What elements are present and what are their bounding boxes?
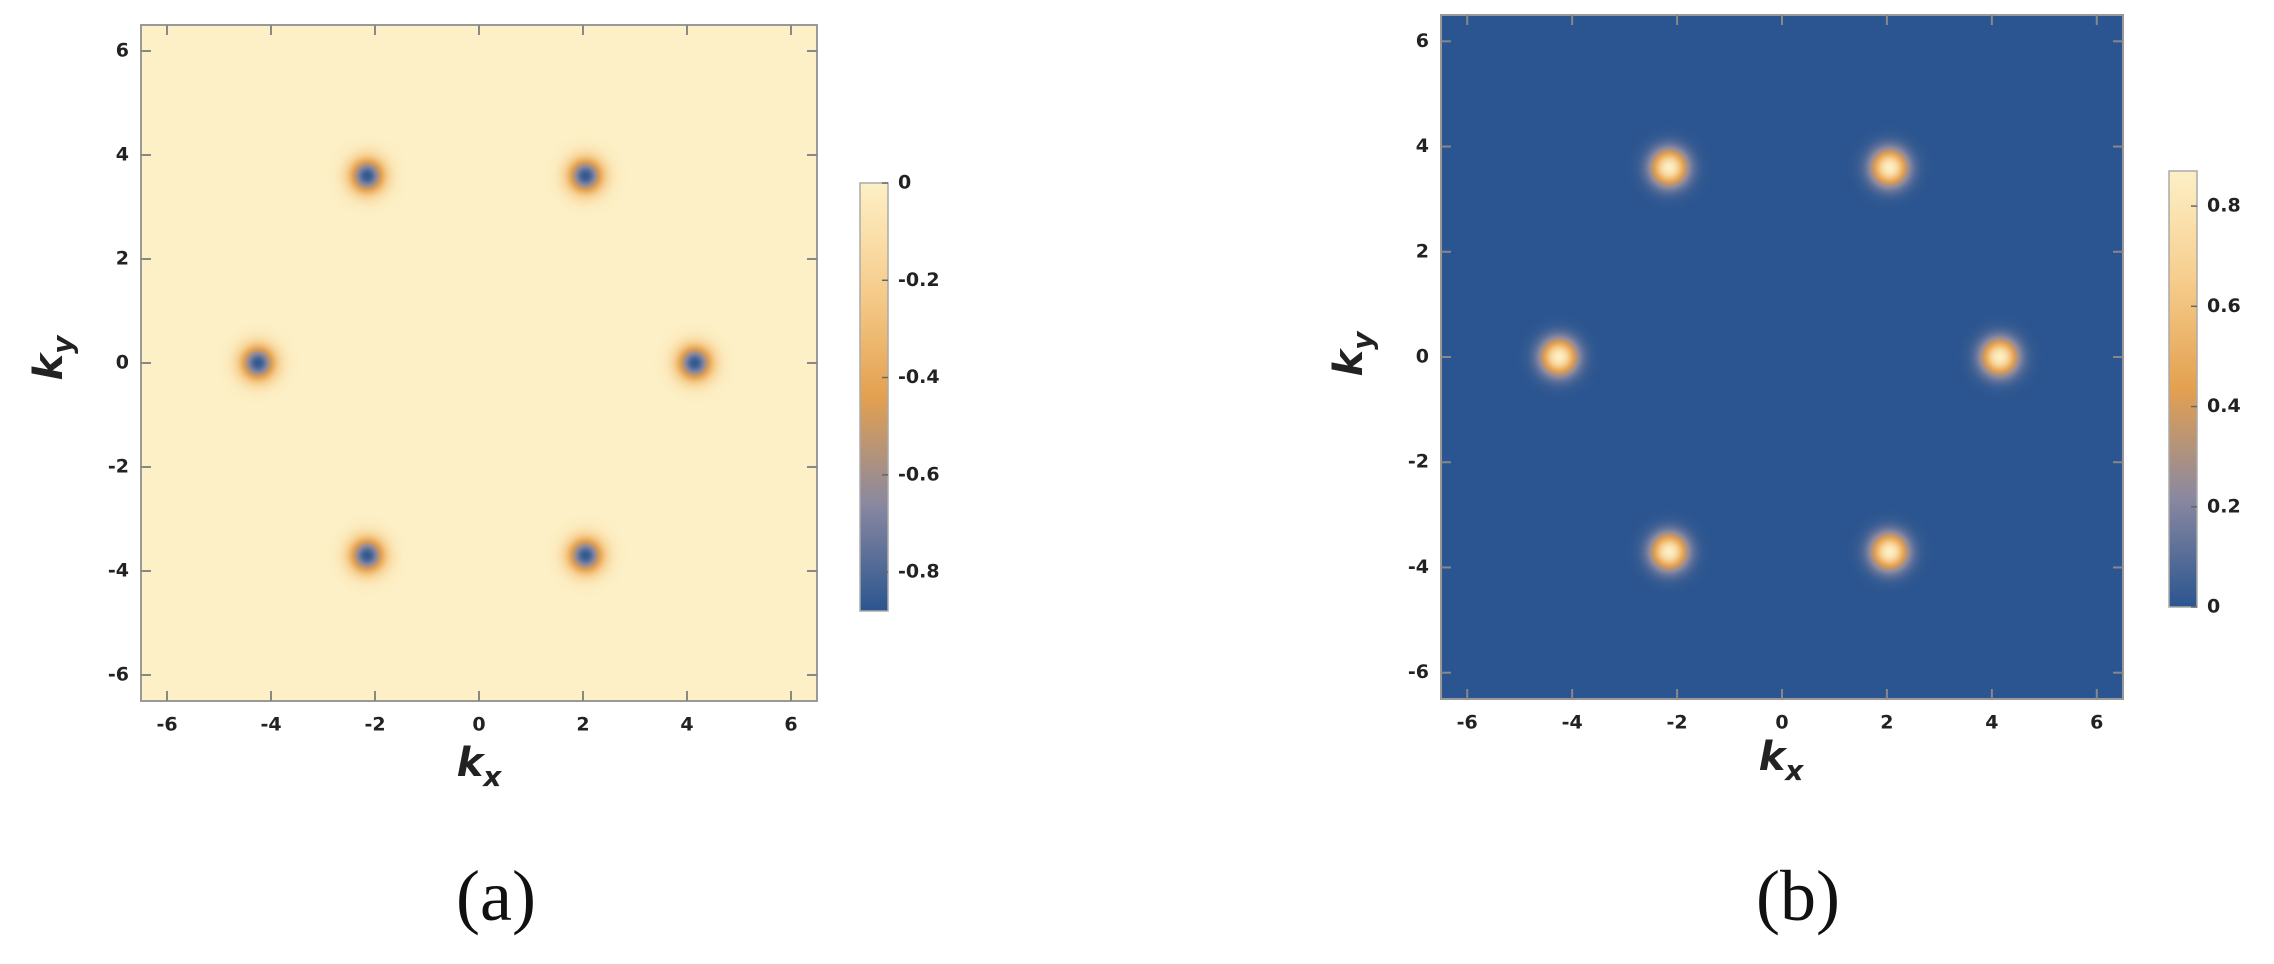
- y-axis-label-sub: y: [46, 334, 79, 354]
- y-tick-label: -6: [108, 664, 129, 686]
- density-peak: [310, 498, 425, 613]
- colorbar-tick-label: 0: [2207, 596, 2220, 618]
- x-tick-label: 6: [784, 714, 797, 736]
- y-tick-label: -6: [1408, 661, 1429, 683]
- y-tick-label: -2: [1408, 451, 1429, 473]
- colorbar-tick-label: -0.6: [898, 463, 940, 485]
- x-tick-label: -6: [1457, 712, 1478, 734]
- x-tick-label: -4: [1562, 712, 1583, 734]
- y-tick-label: 6: [1416, 30, 1429, 52]
- density-peak: [1831, 493, 1948, 610]
- density-peak: [528, 118, 643, 233]
- y-tick-label: 2: [1416, 240, 1429, 262]
- x-tick-label: 2: [576, 714, 589, 736]
- y-tick-label: 2: [116, 248, 129, 270]
- y-tick-label: 0: [1416, 346, 1429, 368]
- density-peak: [1942, 299, 2058, 415]
- x-axis-label-sub: x: [481, 760, 502, 793]
- y-tick-label: -4: [1408, 556, 1429, 578]
- x-tick-label: 0: [1775, 712, 1788, 734]
- x-tick-label: -6: [156, 714, 177, 736]
- y-axis-label: ky: [1326, 330, 1379, 377]
- density-peak: [1611, 493, 1727, 610]
- density-peak: [1611, 109, 1727, 226]
- x-axis-label-main: k: [1759, 734, 1788, 780]
- colorbar: [859, 182, 889, 612]
- x-tick-label: -4: [260, 714, 281, 736]
- density-peak: [310, 118, 425, 233]
- x-tick-label: -2: [1667, 712, 1688, 734]
- colorbar-tick-label: 0.8: [2207, 195, 2241, 217]
- colorbar-tick-label: 0: [898, 172, 911, 194]
- y-axis-label-main: k: [1326, 347, 1372, 376]
- density-peak: [1501, 299, 1617, 415]
- peaks: [1501, 109, 2058, 610]
- x-axis-label-main: k: [457, 740, 486, 786]
- x-axis-label-sub: x: [1783, 754, 1804, 787]
- density-peak: [1831, 109, 1948, 226]
- y-tick-label: 0: [116, 352, 129, 374]
- y-axis-label: ky: [26, 334, 79, 381]
- colorbar-tick-label: -0.2: [898, 269, 940, 291]
- colorbar-tick-label: 0.4: [2207, 395, 2241, 417]
- caption: (a): [456, 856, 536, 936]
- density-peak: [528, 498, 643, 613]
- y-tick-label: 6: [116, 40, 129, 62]
- caption: (b): [1756, 856, 1840, 936]
- x-tick-label: 4: [680, 714, 693, 736]
- colorbar-tick-label: 0.6: [2207, 295, 2241, 317]
- y-axis-label-sub: y: [1346, 330, 1379, 350]
- y-tick-label: -4: [108, 560, 129, 582]
- panel: -6 -4 -2 0 2 4 6-6-4-20246kxky0-0.2-0.4-0.6-0.…: [26, 24, 940, 936]
- x-axis-label: kx: [1759, 734, 1805, 787]
- peaks: [200, 118, 752, 613]
- y-tick-label: 4: [1416, 135, 1429, 157]
- y-tick-label: 4: [116, 144, 129, 166]
- y-tick-label: -2: [108, 456, 129, 478]
- density-peak: [200, 305, 316, 421]
- x-tick-label: -2: [364, 714, 385, 736]
- x-axis-label: kx: [457, 740, 503, 793]
- x-tick-label: 2: [1880, 712, 1893, 734]
- colorbar: [2168, 170, 2198, 608]
- x-tick-label: 6: [2090, 712, 2103, 734]
- colorbar-tick-label: -0.8: [898, 561, 940, 583]
- x-tick-label: 0: [472, 714, 485, 736]
- y-axis-label-main: k: [26, 351, 72, 380]
- colorbar-tick-label: 0.2: [2207, 495, 2241, 517]
- x-tick-label: 4: [1985, 712, 1998, 734]
- colorbar-tick-label: -0.4: [898, 366, 940, 388]
- density-peak: [637, 305, 752, 421]
